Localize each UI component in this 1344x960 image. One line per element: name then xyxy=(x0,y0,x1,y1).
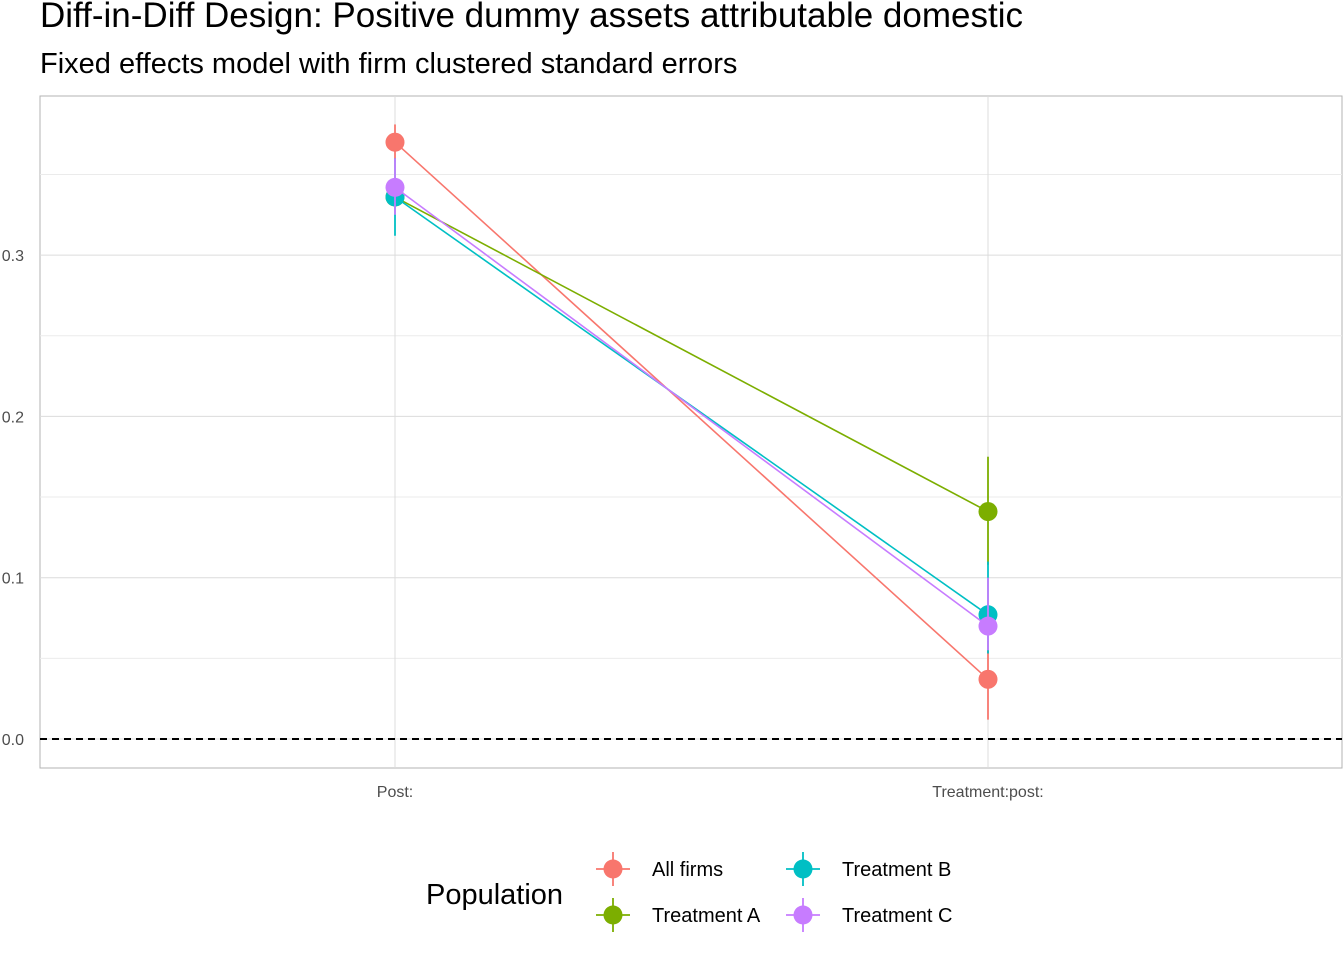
legend-key-point xyxy=(793,859,813,879)
series-line xyxy=(394,186,989,627)
y-tick-label: 0.2 xyxy=(2,409,24,426)
data-point xyxy=(978,502,998,522)
plot-panel xyxy=(39,95,1343,769)
chart-subtitle: Fixed effects model with firm clustered … xyxy=(40,48,738,80)
legend-key-point xyxy=(793,905,813,925)
y-tick-label: 0.0 xyxy=(2,732,24,749)
x-tick-label: Treatment:post: xyxy=(932,784,1043,801)
legend: Population All firms Treatment A Treatment… xyxy=(426,852,952,932)
data-point xyxy=(385,177,405,197)
y-tick-label: 0.3 xyxy=(2,248,24,265)
series-treatment-c xyxy=(385,158,998,651)
legend-label: Treatment B xyxy=(842,859,951,881)
series-group xyxy=(385,124,998,720)
data-point xyxy=(385,132,405,152)
series-line xyxy=(394,141,989,680)
y-tick-label: 0.1 xyxy=(2,571,24,588)
legend-item-all-firms: All firms xyxy=(596,852,723,886)
legend-key-point xyxy=(603,905,623,925)
legend-item-treatment-b: Treatment B xyxy=(786,852,951,886)
y-axis: 0.0 0.1 0.2 0.3 xyxy=(2,248,24,749)
legend-label: Treatment C xyxy=(842,905,952,927)
x-axis: Post: Treatment:post: xyxy=(377,784,1044,801)
legend-label: All firms xyxy=(652,859,723,881)
chart-title: Diff-in-Diff Design: Positive dummy asse… xyxy=(40,0,1023,35)
x-tick-label: Post: xyxy=(377,784,413,801)
legend-item-treatment-a: Treatment A xyxy=(596,898,761,932)
legend-item-treatment-c: Treatment C xyxy=(786,898,952,932)
data-point xyxy=(978,616,998,636)
data-point xyxy=(978,669,998,689)
legend-key-point xyxy=(603,859,623,879)
series-line xyxy=(394,196,989,513)
legend-title: Population xyxy=(426,879,563,911)
legend-label: Treatment A xyxy=(652,905,761,927)
series-all-firms xyxy=(385,124,998,720)
